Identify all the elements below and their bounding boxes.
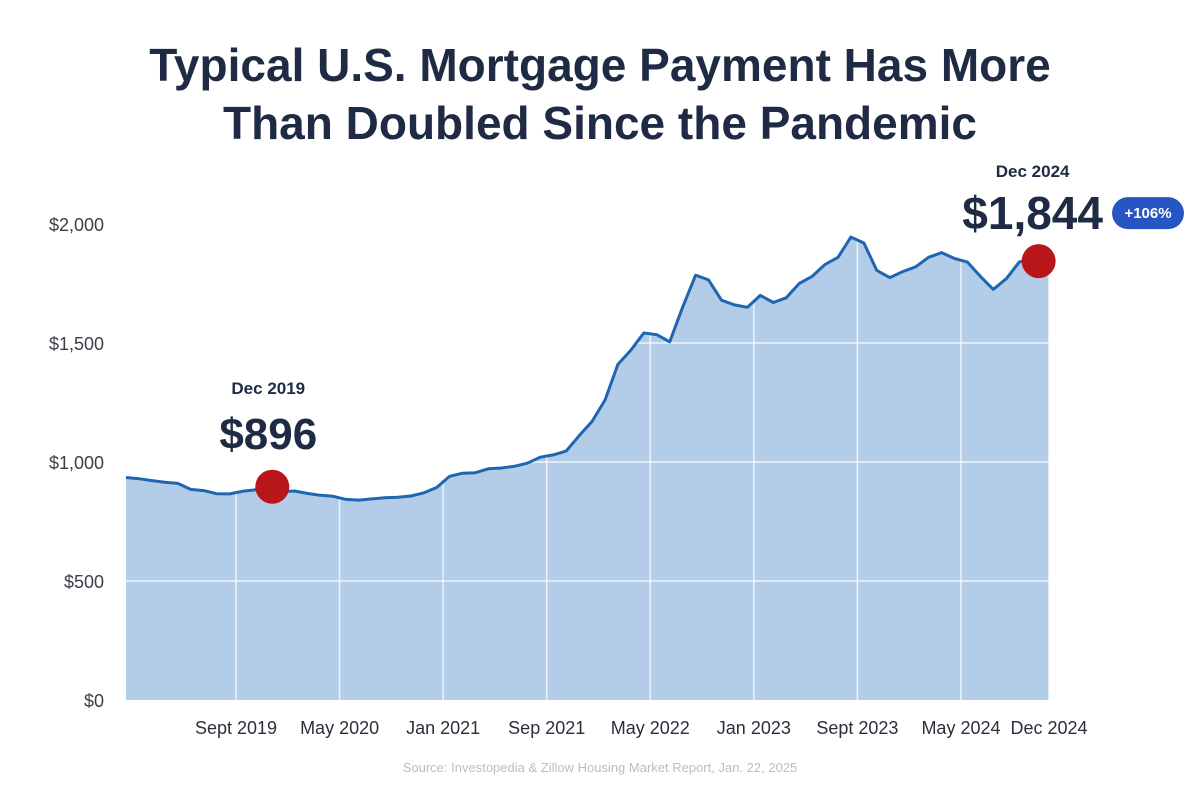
annotations: Dec 2019 $896 Dec 2024 $1,844 +106% (219, 162, 1184, 504)
area-fill (126, 237, 1049, 700)
x-tick-label: Jan 2021 (406, 718, 480, 738)
source-note: Source: Investopedia & Zillow Housing Ma… (402, 760, 798, 775)
y-tick-label: $500 (64, 572, 104, 592)
change-badge (1112, 197, 1184, 230)
grid-lines (126, 223, 1050, 700)
chart-title-line-2: Than Doubled Since the Pandemic (222, 97, 977, 149)
x-tick-label: May 2022 (611, 718, 690, 738)
x-tick-label: Jan 2023 (717, 718, 791, 738)
chart-title: Typical U.S. Mortgage Payment Has More T… (0, 36, 1200, 152)
data-point-marker (1021, 244, 1056, 279)
change-badge-text: +106% (1124, 205, 1171, 222)
x-tick-label: May 2024 (921, 718, 1000, 738)
annotation-value: $1,844 (962, 187, 1103, 239)
x-tick-label: May 2020 (300, 718, 379, 738)
annotation-value: $896 (219, 410, 317, 459)
y-tick-label: $1,000 (49, 453, 104, 473)
x-tick-label: Sept 2023 (816, 718, 898, 738)
annotation-date: Dec 2019 (231, 379, 305, 398)
y-tick-label: $0 (84, 691, 104, 711)
y-axis: $0 $500 $1,000 $1,500 $2,000 (49, 215, 104, 711)
y-tick-label: $1,500 (49, 334, 104, 354)
y-tick-label: $2,000 (49, 215, 104, 235)
annotation-date: Dec 2024 (996, 162, 1070, 181)
x-axis: Sept 2019 May 2020 Jan 2021 Sep 2021 May 202… (195, 718, 1088, 738)
x-tick-label: Sep 2021 (508, 718, 585, 738)
x-tick-label: Dec 2024 (1010, 718, 1087, 738)
chart-title-line-1: Typical U.S. Mortgage Payment Has More (149, 39, 1051, 91)
x-tick-label: Sept 2019 (195, 718, 277, 738)
data-point-marker (255, 469, 290, 504)
